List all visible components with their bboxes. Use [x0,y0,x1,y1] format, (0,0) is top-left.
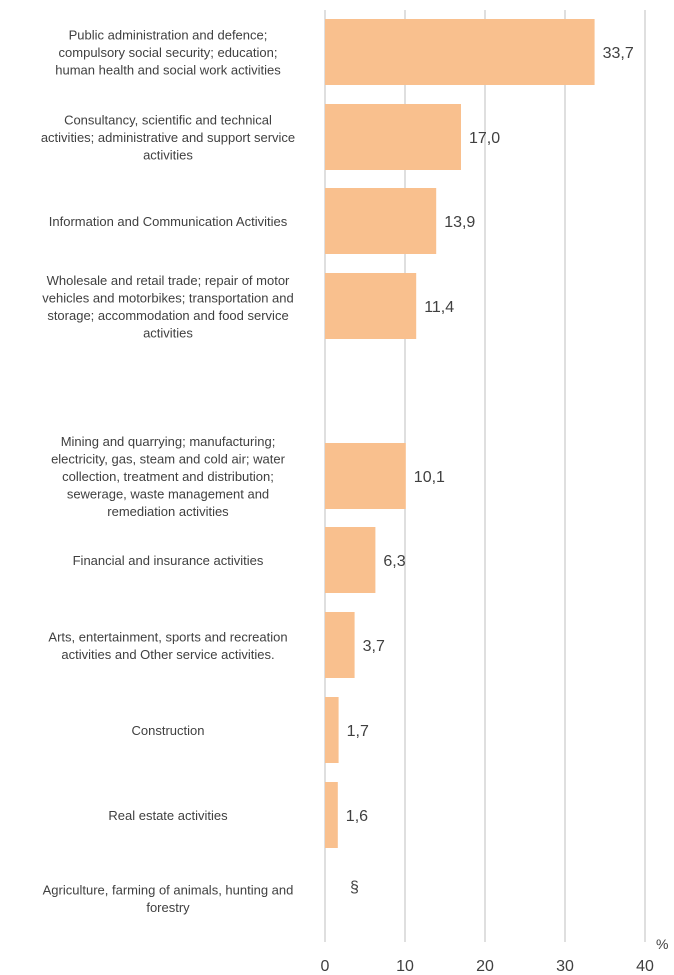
value-label: 33,7 [603,45,634,62]
category-label: Public administration and defence; compul… [55,28,281,78]
category-label-line: sewerage, waste management and [67,487,269,502]
value-label: 3,7 [363,638,385,655]
category-label-line: Public administration and defence; [69,28,268,43]
category-label-line: activities and Other service activities. [61,647,274,662]
category-label: Financial and insurance activities [73,553,264,568]
value-label: 6,3 [383,553,405,570]
category-label-line: forestry [146,900,190,915]
bar [325,612,355,678]
category-label: Construction [132,723,205,738]
bars [325,19,595,848]
bar [325,697,339,763]
category-label: Information and Communication Activities [49,214,288,229]
category-label-line: activities; administrative and support s… [41,130,295,145]
category-label-line: Financial and insurance activities [73,553,264,568]
value-label: 1,7 [347,723,369,740]
x-tick-label: 40 [636,958,654,975]
value-label: 17,0 [469,130,500,147]
bar [325,104,461,170]
category-label-line: activities [143,148,193,163]
category-labels: Public administration and defence; compul… [41,28,295,915]
category-label-line: activities [143,325,193,340]
category-label-line: collection, treatment and distribution; [62,469,274,484]
category-label: Agriculture, farming of animals, hunting… [43,882,294,915]
value-labels: 33,7 17,0 13,9 11,4 10,1 6,3 3,7 1,7 1,6 § [346,45,634,896]
value-label: § [350,879,359,896]
category-label: Arts, entertainment, sports and recreati… [48,629,287,662]
category-label-line: compulsory social security; education; [59,45,278,60]
category-label-line: Consultancy, scientific and technical [64,113,272,128]
bar [325,443,406,509]
x-axis-ticks: 0 10 20 30 40 [321,958,654,975]
category-label-line: Information and Communication Activities [49,214,288,229]
x-tick-label: 20 [476,958,494,975]
bar [325,782,338,848]
category-label: Wholesale and retail trade; repair of mo… [42,273,293,341]
category-label-line: remediation activities [107,504,229,519]
bar [325,188,437,254]
category-label: Real estate activities [108,808,228,823]
bar [325,527,376,593]
category-label: Consultancy, scientific and technical act… [41,113,295,163]
bar [325,273,417,339]
category-label-line: Real estate activities [108,808,228,823]
value-label: 10,1 [414,469,445,486]
category-label-line: storage; accommodation and food service [47,308,288,323]
category-label-line: Construction [132,723,205,738]
x-axis-unit: % [656,936,668,952]
category-label: Mining and quarrying; manufacturing; elec… [51,434,286,519]
x-tick-label: 30 [556,958,574,975]
value-label: 13,9 [444,214,475,231]
category-label-line: Wholesale and retail trade; repair of mo… [47,273,290,288]
x-tick-label: 0 [321,958,330,975]
category-label-line: Agriculture, farming of animals, hunting… [43,882,294,897]
bar [325,19,595,85]
value-label: 11,4 [424,299,454,316]
category-label-line: human health and social work activities [55,63,281,78]
category-label-line: Arts, entertainment, sports and recreati… [48,629,287,644]
value-label: 1,6 [346,808,368,825]
category-label-line: vehicles and motorbikes; transportation … [42,290,293,305]
x-tick-label: 10 [396,958,414,975]
category-label-line: Mining and quarrying; manufacturing; [61,434,276,449]
category-label-line: electricity, gas, steam and cold air; wa… [51,452,286,467]
